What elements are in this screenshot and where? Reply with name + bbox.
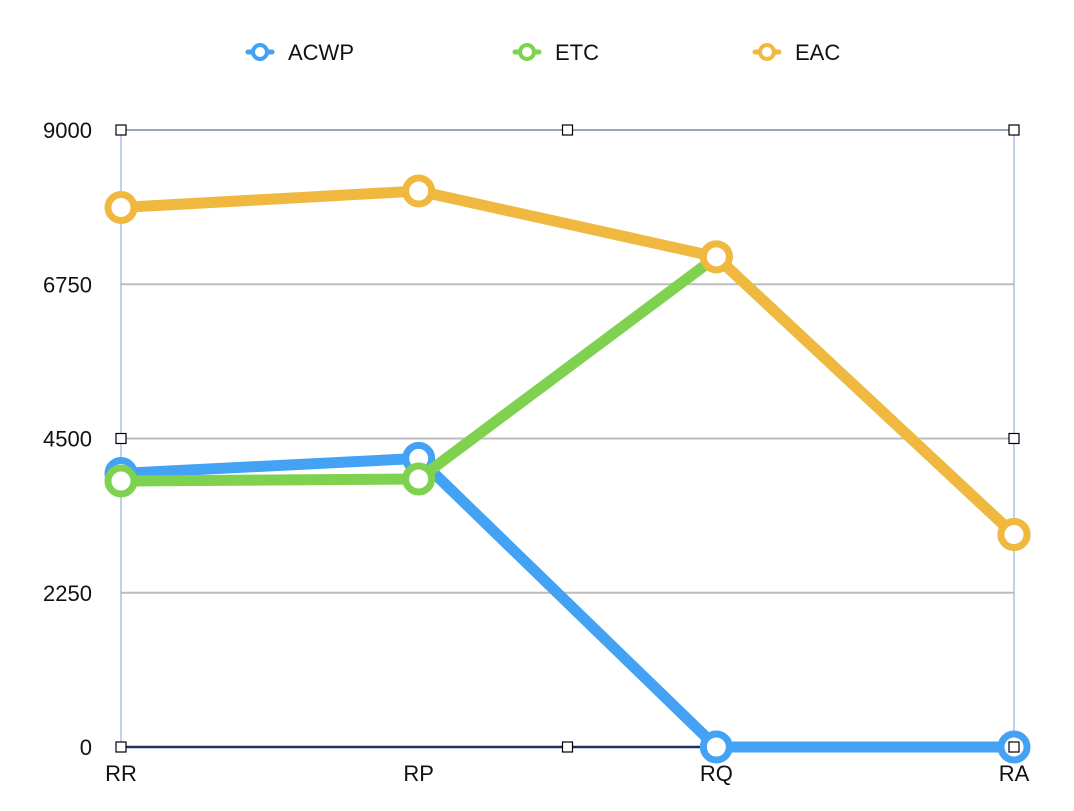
data-point: [699, 240, 733, 274]
series-line: [115, 452, 1020, 753]
legend-swatch-marker: [758, 43, 776, 61]
data-point: [104, 190, 138, 224]
legend-swatch-marker: [251, 43, 269, 61]
data-point: [699, 730, 733, 764]
legend-item-eac: EAC: [752, 40, 840, 65]
series-group: [104, 174, 1031, 764]
data-point: [402, 462, 436, 496]
y-tick-label: 2250: [43, 581, 92, 606]
legend-label: EAC: [795, 40, 840, 65]
y-tick-label: 9000: [43, 118, 92, 143]
resize-handle[interactable]: [561, 124, 574, 136]
resize-handle[interactable]: [115, 741, 127, 753]
x-tick-label: RR: [105, 761, 137, 786]
y-tick-label: 4500: [43, 427, 92, 452]
resize-handle[interactable]: [1008, 741, 1020, 753]
series-eac: [104, 174, 1031, 551]
series-etc: [104, 240, 1031, 551]
y-tick-label: 6750: [43, 272, 92, 297]
resize-handle[interactable]: [561, 741, 574, 753]
series-line: [115, 251, 1020, 540]
resize-handle[interactable]: [115, 124, 127, 136]
y-tick-label: 0: [80, 735, 92, 760]
legend-item-acwp: ACWP: [245, 40, 354, 65]
legend: ACWP ETC EAC: [245, 40, 840, 65]
selection-handles[interactable]: [115, 124, 1020, 753]
x-tick-label: RA: [999, 761, 1030, 786]
legend-label: ACWP: [288, 40, 354, 65]
resize-handle[interactable]: [1008, 124, 1020, 136]
x-tick-label: RP: [403, 761, 434, 786]
series-acwp: [104, 441, 1031, 764]
x-tick-label: RQ: [700, 761, 733, 786]
legend-item-etc: ETC: [512, 40, 599, 65]
resize-handle[interactable]: [1008, 432, 1020, 445]
legend-label: ETC: [555, 40, 599, 65]
resize-handle[interactable]: [115, 432, 127, 445]
data-point: [402, 174, 436, 208]
data-point: [104, 464, 138, 498]
legend-swatch-marker: [518, 43, 536, 61]
series-line: [115, 185, 1020, 540]
data-point: [997, 517, 1031, 551]
